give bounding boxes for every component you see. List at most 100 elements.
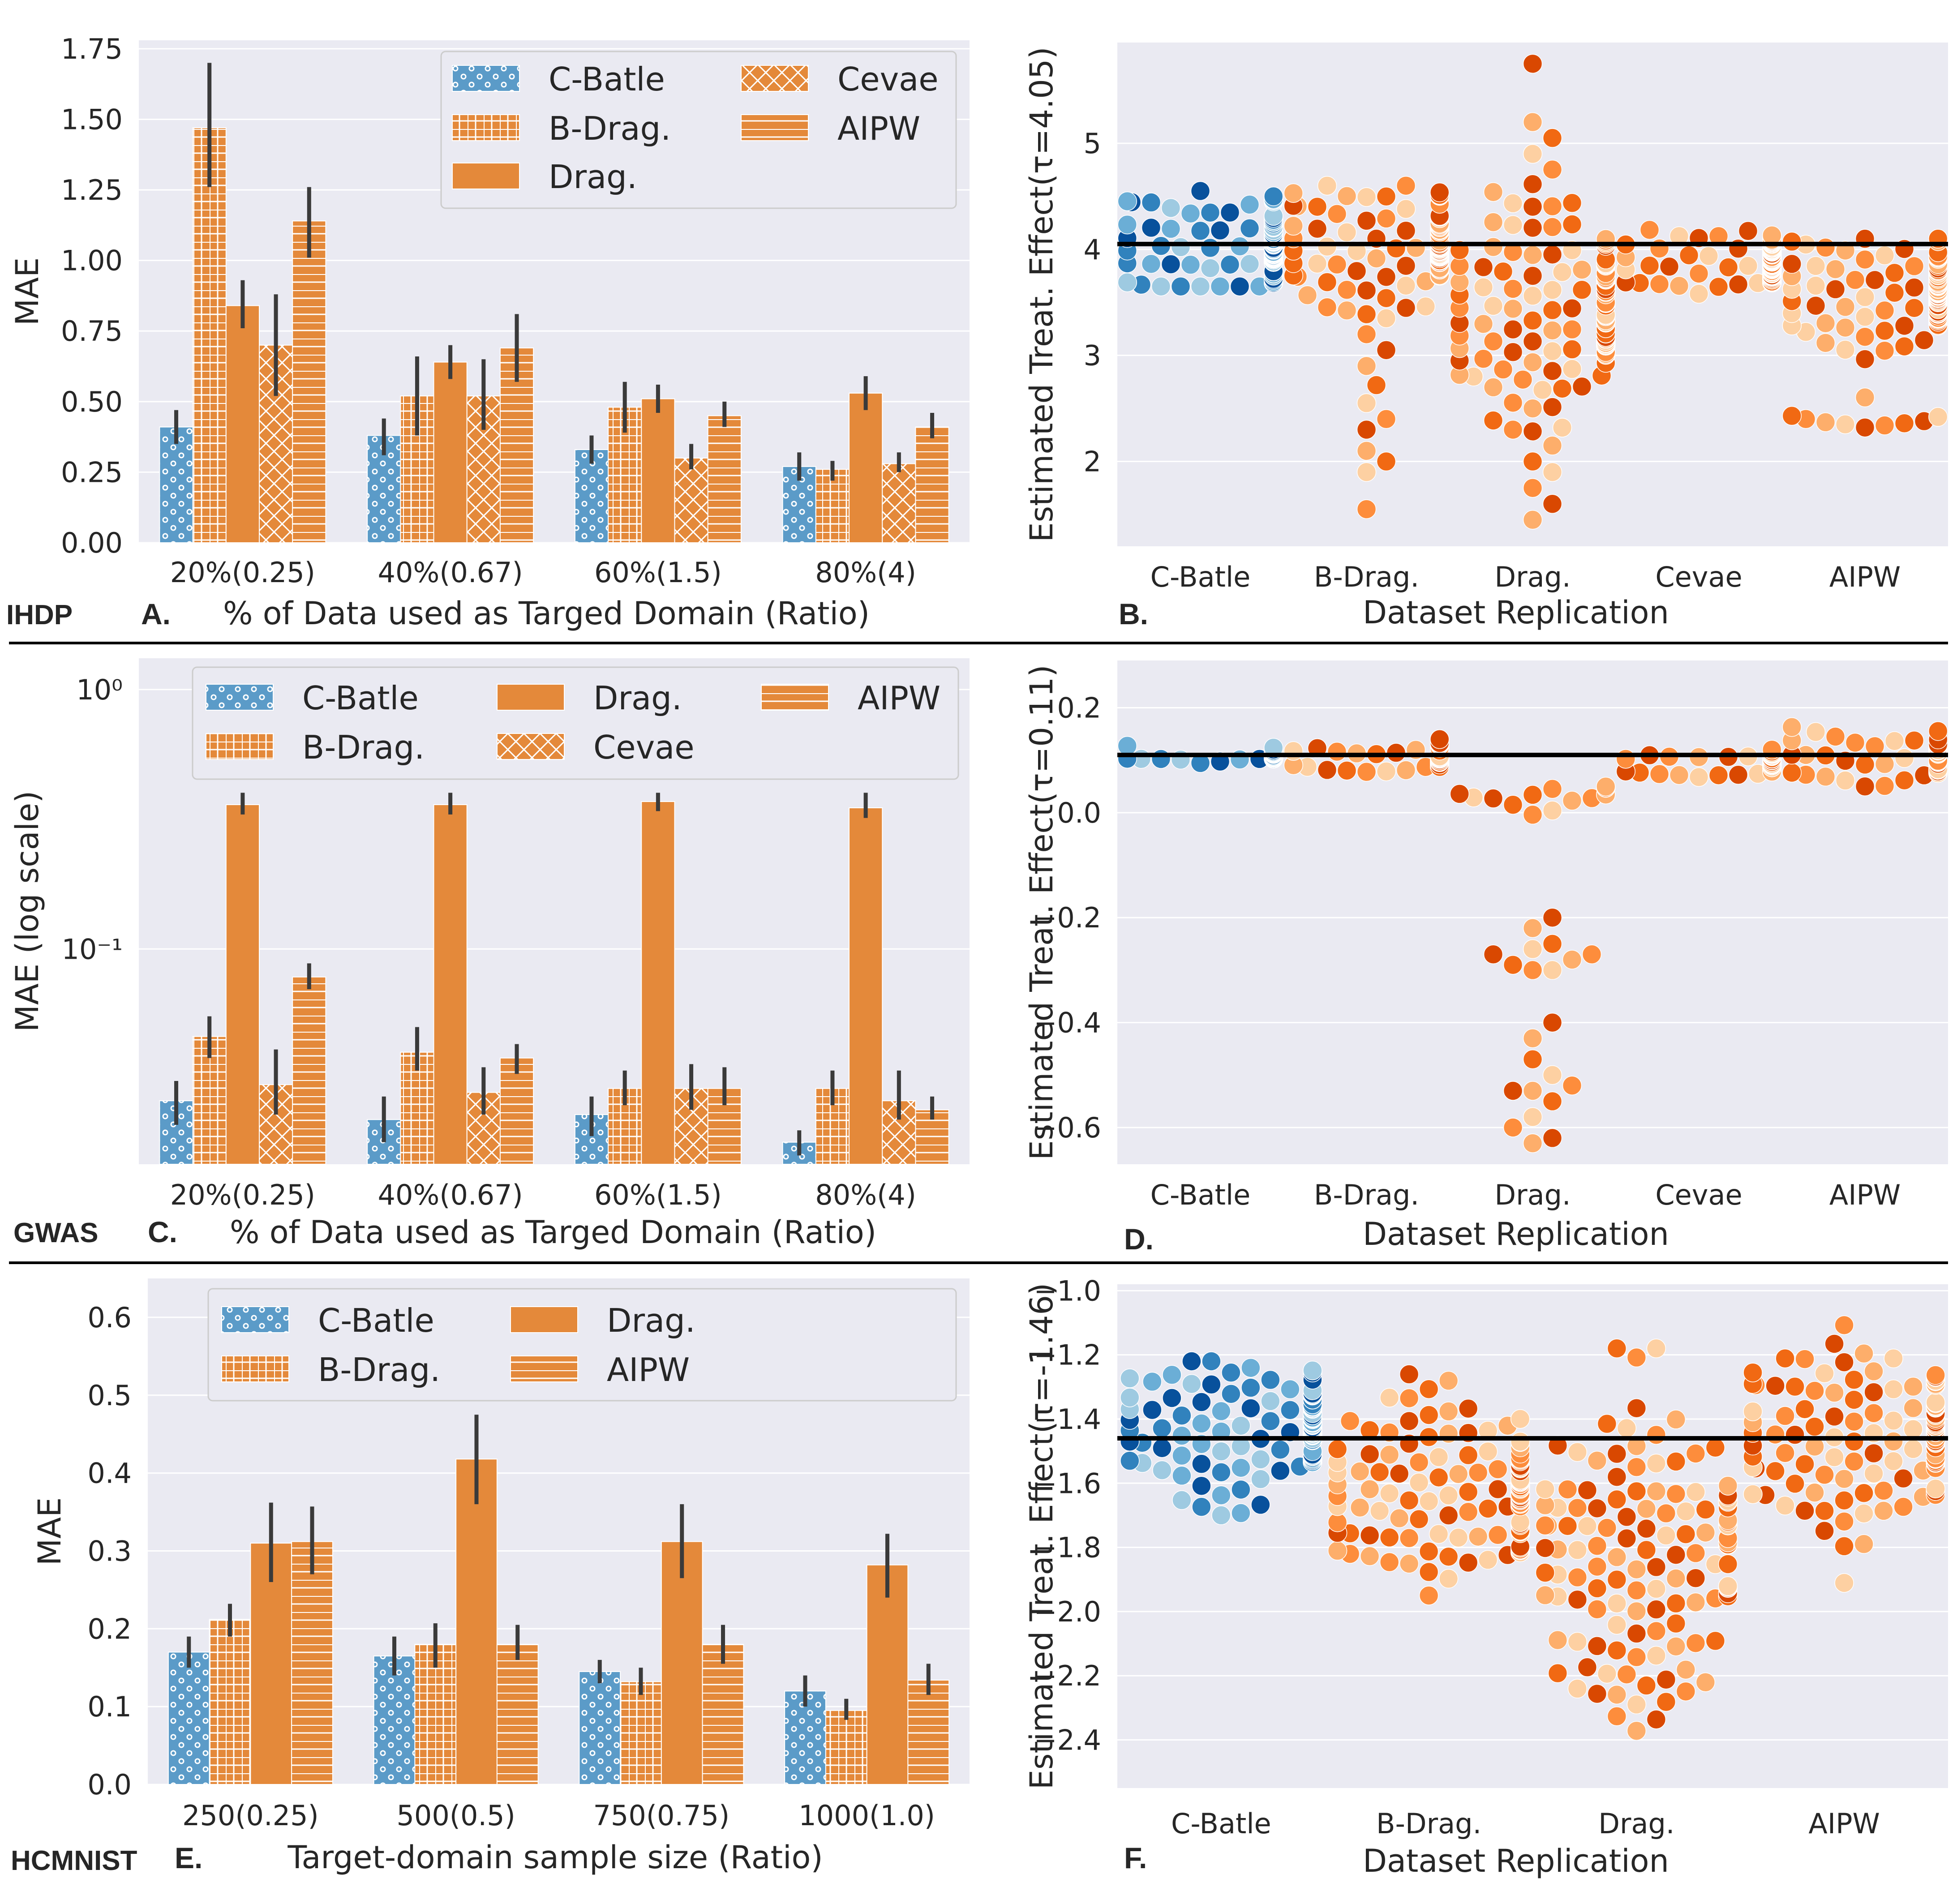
x-tick-label: 750(0.75) [593, 1799, 730, 1832]
swarm-point [1542, 217, 1562, 237]
bar-panel-e: 0.0 0.1 0.2 0.3 0.4 0.5 0.6 250(0.25) 500(0.5) 75… [31, 1278, 970, 1876]
x-tick-label: 40%(0.67) [378, 556, 523, 589]
swarm-point [1666, 1545, 1686, 1565]
swarm-point [1926, 1393, 1945, 1412]
swarm-point [1523, 144, 1543, 164]
swarm-point [1865, 270, 1885, 290]
swarm-point [1708, 277, 1729, 297]
swarm-point [1775, 1406, 1795, 1426]
x-tick-label: Cevae [1655, 1179, 1742, 1211]
swarm-point [1562, 359, 1582, 379]
swarm-point [1874, 1501, 1893, 1521]
swarm-point [1523, 939, 1543, 959]
swarm-point [1795, 1349, 1815, 1369]
swarm-point [1805, 1381, 1824, 1401]
x-axis-label: Target-domain sample size (Ratio) [287, 1839, 823, 1876]
swarm-point [1903, 1419, 1923, 1439]
swarm-point [1210, 276, 1230, 296]
swarm-point [1379, 1445, 1399, 1465]
swarm-point [1894, 336, 1914, 356]
swarm-point [1567, 1632, 1588, 1652]
swarm-point [1607, 1707, 1627, 1726]
swarm-point [1356, 280, 1377, 300]
swarm-point [1765, 1461, 1785, 1481]
swarm-point [1307, 254, 1327, 274]
swarm-point [1117, 736, 1137, 756]
x-tick-label: B-Drag. [1376, 1807, 1481, 1840]
panel-letter-e: E. [175, 1841, 202, 1874]
swarm-point [1844, 1370, 1864, 1390]
swarm-point [1607, 1444, 1627, 1464]
swarm-point [1854, 1504, 1874, 1523]
bar-aipw [707, 415, 742, 543]
swarm-point [1409, 1509, 1429, 1529]
bar-aipw [915, 426, 949, 543]
y-tick-label: 0.1 [87, 1690, 132, 1723]
swarm-point [1904, 278, 1924, 297]
swarm-point [1894, 770, 1914, 790]
swarm-point [1240, 219, 1260, 238]
swarm-point [1483, 377, 1503, 397]
swarm-point [1493, 360, 1513, 379]
swarm-point [1356, 356, 1377, 376]
swarm-point [1646, 1425, 1666, 1445]
dataset-label-ihdp: IHDP [6, 600, 73, 630]
swarm-point [1845, 270, 1865, 290]
swarm-point [1708, 765, 1729, 785]
swarm-point [1241, 1358, 1261, 1378]
swarm-point [1182, 1374, 1202, 1394]
swarm-point [1567, 1590, 1588, 1609]
swarm-point [1567, 1540, 1588, 1560]
swarm-point [1458, 1445, 1478, 1465]
swarm-point [1855, 327, 1875, 347]
swarm-point [1396, 221, 1416, 241]
swarm-point [1161, 219, 1181, 239]
swarm-point [1718, 1476, 1738, 1496]
swarm-point [1523, 352, 1543, 372]
swarm-point [1854, 1534, 1874, 1554]
swarm-point [1230, 276, 1250, 296]
swarm-point [1567, 1442, 1588, 1462]
swarm-point [1429, 1467, 1449, 1488]
swarm-point [1844, 1452, 1864, 1471]
swarm-point [1376, 309, 1396, 328]
swarm-point [1120, 1388, 1140, 1407]
bar-panel-c: 10⁰ 10⁻¹ 20%(0.25) 40%(0.67) 60%(1.5) 80%(4)%… [9, 658, 970, 1251]
swarm-point [1503, 955, 1523, 975]
y-tick-label: 0.00 [61, 527, 123, 559]
swarm-point [1523, 785, 1543, 805]
swarm-point [1904, 298, 1924, 318]
swarm-point [1251, 1495, 1270, 1515]
legend-swatch-c-batle [452, 65, 520, 92]
swarm-point [1419, 1586, 1439, 1605]
bar-c-batle [574, 449, 609, 543]
swarm-point [1607, 1594, 1627, 1613]
bar-panel-a: 0.00 0.25 0.50 0.75 1.00 1.25 1.50 1.75 20%(0.25… [9, 33, 970, 632]
bar-drag [641, 398, 675, 543]
swarm-point [1503, 795, 1523, 815]
swarm-point [1493, 262, 1513, 282]
bar-aipw [291, 1541, 333, 1785]
swarm-point [1656, 1526, 1676, 1545]
y-tick-label: 4 [1084, 233, 1101, 266]
swarm-point [1483, 331, 1503, 352]
swarm-point [1775, 1443, 1795, 1463]
swarm-point [1192, 1414, 1211, 1433]
swarm-point [1834, 1512, 1854, 1531]
swarm-point [1263, 186, 1283, 206]
swarm-point [1503, 193, 1523, 213]
swarm-point [1409, 1472, 1429, 1492]
swarm-point [1705, 1631, 1725, 1651]
swarm-point [1280, 1400, 1300, 1420]
swarm-point [1200, 238, 1220, 258]
legend: C-Batle B-Drag. Drag. Cevae AIPW [440, 51, 957, 209]
swarm-point [1844, 1432, 1864, 1451]
swarm-point [1875, 776, 1895, 796]
swarm-point [1360, 1546, 1380, 1566]
swarm-point [1558, 1516, 1578, 1536]
swarm-point [1220, 255, 1240, 274]
swarm-point [1666, 1484, 1686, 1504]
swarm-point [1180, 255, 1201, 274]
swarm-point [1251, 1469, 1270, 1489]
swarm-point [1478, 1550, 1498, 1570]
